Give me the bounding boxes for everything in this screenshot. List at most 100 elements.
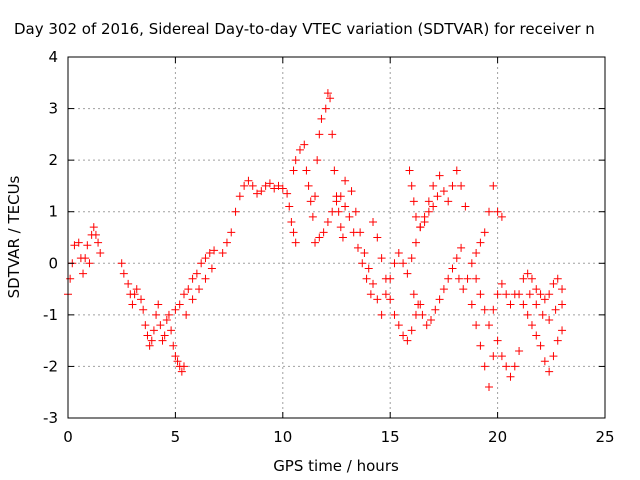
data-point [89, 223, 98, 232]
data-point [502, 290, 511, 299]
data-point [289, 228, 298, 237]
y-tick-label: 0 [48, 254, 58, 272]
data-point [321, 104, 330, 113]
data-point [431, 305, 440, 314]
data-point [538, 310, 547, 319]
data-point [429, 202, 438, 211]
data-point [328, 207, 337, 216]
data-point [253, 189, 262, 198]
data-point [439, 187, 448, 196]
data-point [315, 233, 324, 242]
x-ticks: 0 5 10 15 20 25 [63, 57, 615, 446]
data-point [205, 248, 214, 257]
data-point [493, 290, 502, 299]
data-point [162, 316, 171, 325]
data-point [156, 321, 165, 330]
data-point [480, 305, 489, 314]
data-point [540, 295, 549, 304]
data-point [145, 341, 154, 350]
data-point [403, 269, 412, 278]
data-point [160, 331, 169, 340]
data-point [377, 254, 386, 263]
data-point [480, 362, 489, 371]
data-point [407, 254, 416, 263]
data-point [532, 300, 541, 309]
data-point [399, 259, 408, 268]
data-point [510, 362, 519, 371]
data-point [545, 290, 554, 299]
data-point [527, 274, 536, 283]
data-point [315, 130, 324, 139]
data-point [424, 197, 433, 206]
data-point [261, 181, 270, 190]
data-point [409, 290, 418, 299]
data-point [323, 89, 332, 98]
data-point [353, 243, 362, 252]
data-point [377, 310, 386, 319]
plot-frame [67, 56, 606, 419]
data-point [558, 285, 567, 294]
data-point [399, 331, 408, 340]
y-ticks: -3 -2 -1 0 1 2 3 4 [43, 48, 605, 427]
data-point [195, 285, 204, 294]
data-point [435, 171, 444, 180]
data-point [489, 352, 498, 361]
data-point [257, 187, 266, 196]
grid [68, 57, 605, 418]
data-point [152, 310, 161, 319]
data-point [83, 241, 92, 250]
data-point [149, 326, 158, 335]
data-point [79, 269, 88, 278]
data-point [476, 341, 485, 350]
data-point [351, 207, 360, 216]
data-point [207, 264, 216, 273]
data-point [403, 336, 412, 345]
data-point [439, 285, 448, 294]
data-points [64, 89, 567, 392]
data-point [523, 310, 532, 319]
data-point [306, 197, 315, 206]
data-point [360, 248, 369, 257]
data-point [218, 248, 227, 257]
data-point [414, 300, 423, 309]
data-point [472, 248, 481, 257]
data-point [506, 300, 515, 309]
data-point [493, 207, 502, 216]
data-point [169, 341, 178, 350]
data-point [139, 305, 148, 314]
x-tick-label: 0 [63, 428, 73, 446]
x-axis-title: GPS time / hours [273, 457, 399, 475]
data-point [341, 176, 350, 185]
data-point [300, 140, 309, 149]
data-point [532, 285, 541, 294]
data-point [119, 269, 128, 278]
y-tick-label: -2 [43, 357, 58, 375]
data-point [197, 259, 206, 268]
data-point [525, 290, 534, 299]
data-point [476, 238, 485, 247]
data-point [444, 197, 453, 206]
data-point [130, 290, 139, 299]
data-point [549, 352, 558, 361]
data-point [175, 300, 184, 309]
data-point [485, 321, 494, 330]
data-point [381, 290, 390, 299]
data-point [476, 290, 485, 299]
data-point [545, 316, 554, 325]
data-point [295, 145, 304, 154]
data-point [201, 274, 210, 283]
data-point [244, 176, 253, 185]
data-point [328, 130, 337, 139]
data-point [323, 218, 332, 227]
data-point [143, 331, 152, 340]
data-point [313, 156, 322, 165]
data-point [540, 357, 549, 366]
data-point [248, 181, 257, 190]
data-point [240, 181, 249, 190]
data-point [519, 300, 528, 309]
data-point [91, 230, 100, 239]
data-point [222, 238, 231, 247]
data-point [341, 202, 350, 211]
data-point [171, 305, 180, 314]
data-point [356, 228, 365, 237]
